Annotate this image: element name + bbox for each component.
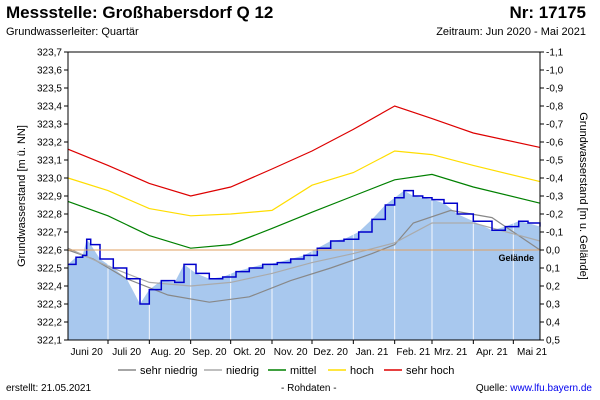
y-tick-label-left: 322,6 [37, 246, 62, 257]
y-tick-label-right: -0,9 [546, 84, 564, 95]
y-tick-label-right: -0,6 [546, 138, 564, 149]
legend-label: hoch [350, 365, 374, 377]
chart-legend: sehr niedrig niedrig mittel hoch sehr hoch [118, 365, 454, 377]
y-tick-label-left: 323,4 [37, 102, 62, 113]
y-tick-label-left: 322,8 [37, 210, 62, 221]
source-label: Quelle: [475, 383, 511, 394]
y-tick-label-left: 323,2 [37, 138, 62, 149]
y-axis-title-right: Grundwasserstand [m u. Gelände] [577, 112, 589, 280]
y-tick-label-left: 322,9 [37, 192, 62, 203]
chart-title: Messstelle: Großhabersdorf Q 12 [6, 3, 274, 22]
y-tick-label-right: 0,1 [546, 264, 560, 275]
y-tick-label-left: 322,3 [37, 300, 62, 311]
x-tick-label: Juli 20 [112, 347, 141, 358]
y-tick-label-left: 322,2 [37, 318, 62, 329]
y-tick-label-left: 322,7 [37, 228, 62, 239]
y-tick-label-right: -0,4 [546, 174, 564, 185]
y-tick-label-left: 323,6 [37, 66, 62, 77]
gelaende-label: Gelände [498, 253, 534, 263]
x-tick-label: Jan. 21 [356, 347, 389, 358]
y-tick-label-right: 0,4 [546, 318, 560, 329]
y-tick-label-left: 323,0 [37, 174, 62, 185]
y-tick-label-left: 323,3 [37, 120, 62, 131]
x-tick-label: Sep. 20 [192, 347, 227, 358]
aquifer-label: Grundwasserleiter: Quartär [6, 26, 139, 38]
y-tick-label-right: -0,1 [546, 228, 564, 239]
y-tick-label-right: 0,3 [546, 300, 560, 311]
x-tick-label: Feb. 21 [396, 347, 430, 358]
x-tick-label: Okt. 20 [233, 347, 266, 358]
y-tick-label-right: -1,1 [546, 48, 564, 59]
y-tick-label-left: 323,5 [37, 84, 62, 95]
series-line-niedrig [67, 222, 541, 287]
series-line-mittel [67, 173, 541, 249]
series-line-sehr-hoch [67, 105, 541, 197]
y-tick-label-right: -0,2 [546, 210, 564, 221]
legend-label: niedrig [226, 365, 259, 377]
station-number: Nr: 17175 [509, 3, 586, 22]
y-tick-label-right: -0,5 [546, 156, 564, 167]
y-tick-label-right: -0,7 [546, 120, 564, 131]
y-tick-label-right: -0,8 [546, 102, 564, 113]
y-tick-label-right: 0,5 [546, 336, 560, 347]
created-date: erstellt: 21.05.2021 [6, 383, 92, 394]
x-tick-label: Apr. 21 [476, 347, 508, 358]
period-label: Zeitraum: Jun 2020 - Mai 2021 [436, 26, 586, 38]
raw-data-note: - Rohdaten - [281, 383, 337, 394]
legend-label: mittel [290, 365, 316, 377]
y-tick-label-right: -1,0 [546, 66, 564, 77]
y-tick-label-left: 322,4 [37, 282, 62, 293]
x-tick-label: Nov. 20 [274, 347, 308, 358]
source-link[interactable]: www.lfu.bayern.de [510, 383, 592, 394]
series-line-hoch [67, 150, 541, 217]
legend-label: sehr hoch [406, 365, 454, 377]
y-tick-label-left: 323,7 [37, 48, 62, 59]
y-tick-label-right: 0,0 [546, 246, 560, 257]
x-tick-label: Dez. 20 [313, 347, 348, 358]
measured-line [68, 189, 541, 305]
source-credit: Quelle: www.lfu.bayern.de [476, 383, 592, 394]
x-tick-label: Juni 20 [71, 347, 104, 358]
series-line-sehr-niedrig [67, 209, 541, 303]
y-tick-label-left: 323,1 [37, 156, 62, 167]
y-tick-label-right: 0,2 [546, 282, 560, 293]
y-tick-label-left: 322,1 [37, 336, 62, 347]
y-tick-label-right: -0,3 [546, 192, 564, 203]
legend-label: sehr niedrig [140, 365, 197, 377]
y-axis-title-left: Grundwasserstand [m ü. NN] [16, 125, 28, 267]
x-tick-label: Mrz. 21 [434, 347, 468, 358]
x-tick-label: Aug. 20 [151, 347, 186, 358]
y-tick-label-left: 322,5 [37, 264, 62, 275]
x-tick-label: Mai 21 [517, 347, 547, 358]
